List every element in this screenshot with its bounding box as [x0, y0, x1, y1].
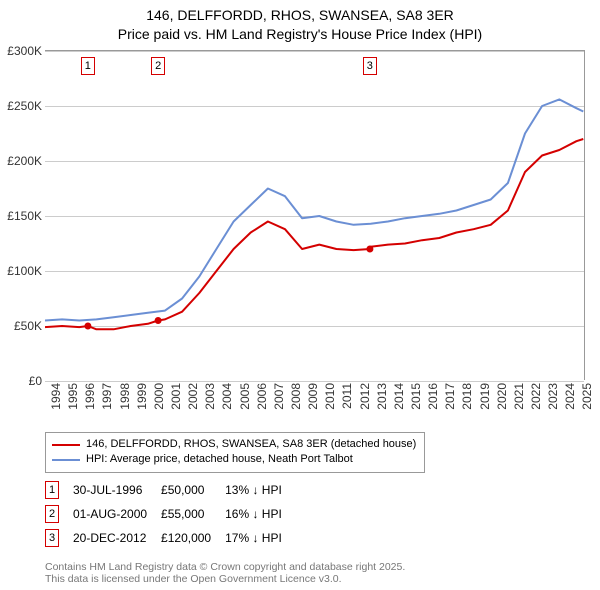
x-tick-label: 2002 [186, 383, 200, 410]
y-tick-label: £250K [0, 99, 42, 113]
sale-point [155, 317, 162, 324]
sale-marker: 1 [81, 57, 95, 75]
legend-swatch [52, 459, 80, 461]
event-row: 2 01-AUG-2000£55,00016% ↓ HPI [45, 502, 296, 526]
y-tick-label: £100K [0, 264, 42, 278]
x-tick-label: 2023 [546, 383, 560, 410]
y-tick-label: £200K [0, 154, 42, 168]
legend: 146, DELFFORDD, RHOS, SWANSEA, SA8 3ER (… [45, 432, 425, 473]
event-marker: 2 [45, 505, 59, 523]
y-tick-label: £300K [0, 44, 42, 58]
legend-item: 146, DELFFORDD, RHOS, SWANSEA, SA8 3ER (… [52, 437, 418, 452]
event-delta: 16% ↓ HPI [225, 502, 296, 526]
x-tick-label: 2010 [323, 383, 337, 410]
x-tick-label: 2003 [203, 383, 217, 410]
event-date: 30-JUL-1996 [73, 478, 161, 502]
x-tick-label: 2014 [392, 383, 406, 410]
x-tick-label: 1998 [118, 383, 132, 410]
footer-line: Contains HM Land Registry data © Crown c… [45, 561, 405, 574]
event-row: 1 30-JUL-1996£50,00013% ↓ HPI [45, 478, 296, 502]
event-delta: 17% ↓ HPI [225, 526, 296, 550]
x-tick-label: 2009 [306, 383, 320, 410]
y-tick-label: £50K [0, 319, 42, 333]
title-subtitle: Price paid vs. HM Land Registry's House … [0, 25, 600, 44]
chart-svg [45, 51, 585, 381]
x-tick-label: 1995 [66, 383, 80, 410]
x-tick-label: 2006 [255, 383, 269, 410]
x-tick-label: 2001 [169, 383, 183, 410]
x-tick-label: 2012 [358, 383, 372, 410]
legend-label: 146, DELFFORDD, RHOS, SWANSEA, SA8 3ER (… [86, 437, 416, 452]
sale-events-table: 1 30-JUL-1996£50,00013% ↓ HPI 2 01-AUG-2000… [45, 478, 585, 550]
title-block: 146, DELFFORDD, RHOS, SWANSEA, SA8 3ER P… [0, 0, 600, 44]
x-axis-ticks: 1994199519961997 199819992000200120022003… [45, 380, 585, 430]
x-tick-label: 1996 [83, 383, 97, 410]
event-date: 01-AUG-2000 [73, 502, 161, 526]
x-tick-label: 2025 [580, 383, 594, 410]
footer-attribution: Contains HM Land Registry data © Crown c… [45, 561, 405, 586]
x-tick-label: 2008 [289, 383, 303, 410]
x-tick-label: 1994 [49, 383, 63, 410]
x-tick-label: 1997 [100, 383, 114, 410]
x-tick-label: 2020 [495, 383, 509, 410]
x-tick-label: 2015 [409, 383, 423, 410]
y-tick-label: £150K [0, 209, 42, 223]
x-tick-label: 2013 [375, 383, 389, 410]
footer-line: This data is licensed under the Open Gov… [45, 573, 405, 586]
x-tick-label: 1999 [135, 383, 149, 410]
series-line-hpi [45, 99, 583, 320]
event-date: 20-DEC-2012 [73, 526, 161, 550]
sale-marker: 2 [151, 57, 165, 75]
y-tick-label: £0 [0, 374, 42, 388]
x-tick-label: 2019 [478, 383, 492, 410]
x-tick-label: 2024 [563, 383, 577, 410]
event-price: £120,000 [161, 526, 225, 550]
x-tick-label: 2007 [272, 383, 286, 410]
legend-label: HPI: Average price, detached house, Neat… [86, 452, 353, 467]
x-tick-label: 2005 [238, 383, 252, 410]
series-line-price_paid [45, 139, 583, 329]
event-marker: 1 [45, 481, 59, 499]
event-price: £55,000 [161, 502, 225, 526]
event-price: £50,000 [161, 478, 225, 502]
sale-point [84, 323, 91, 330]
x-tick-label: 2021 [512, 383, 526, 410]
chart-plot-area: £0£50K£100K£150K£200K£250K£300K123 [45, 50, 585, 380]
event-marker: 3 [45, 529, 59, 547]
event-delta: 13% ↓ HPI [225, 478, 296, 502]
x-tick-label: 2011 [340, 383, 354, 409]
title-address: 146, DELFFORDD, RHOS, SWANSEA, SA8 3ER [0, 6, 600, 25]
x-tick-label: 2017 [443, 383, 457, 410]
x-tick-label: 2022 [529, 383, 543, 410]
x-tick-label: 2004 [220, 383, 234, 410]
x-tick-label: 2000 [152, 383, 166, 410]
x-tick-label: 2018 [460, 383, 474, 410]
legend-swatch [52, 444, 80, 446]
sale-point [366, 246, 373, 253]
chart-container: 146, DELFFORDD, RHOS, SWANSEA, SA8 3ER P… [0, 0, 600, 590]
sale-marker: 3 [363, 57, 377, 75]
event-row: 3 20-DEC-2012£120,00017% ↓ HPI [45, 526, 296, 550]
x-tick-label: 2016 [426, 383, 440, 410]
legend-item: HPI: Average price, detached house, Neat… [52, 452, 418, 467]
